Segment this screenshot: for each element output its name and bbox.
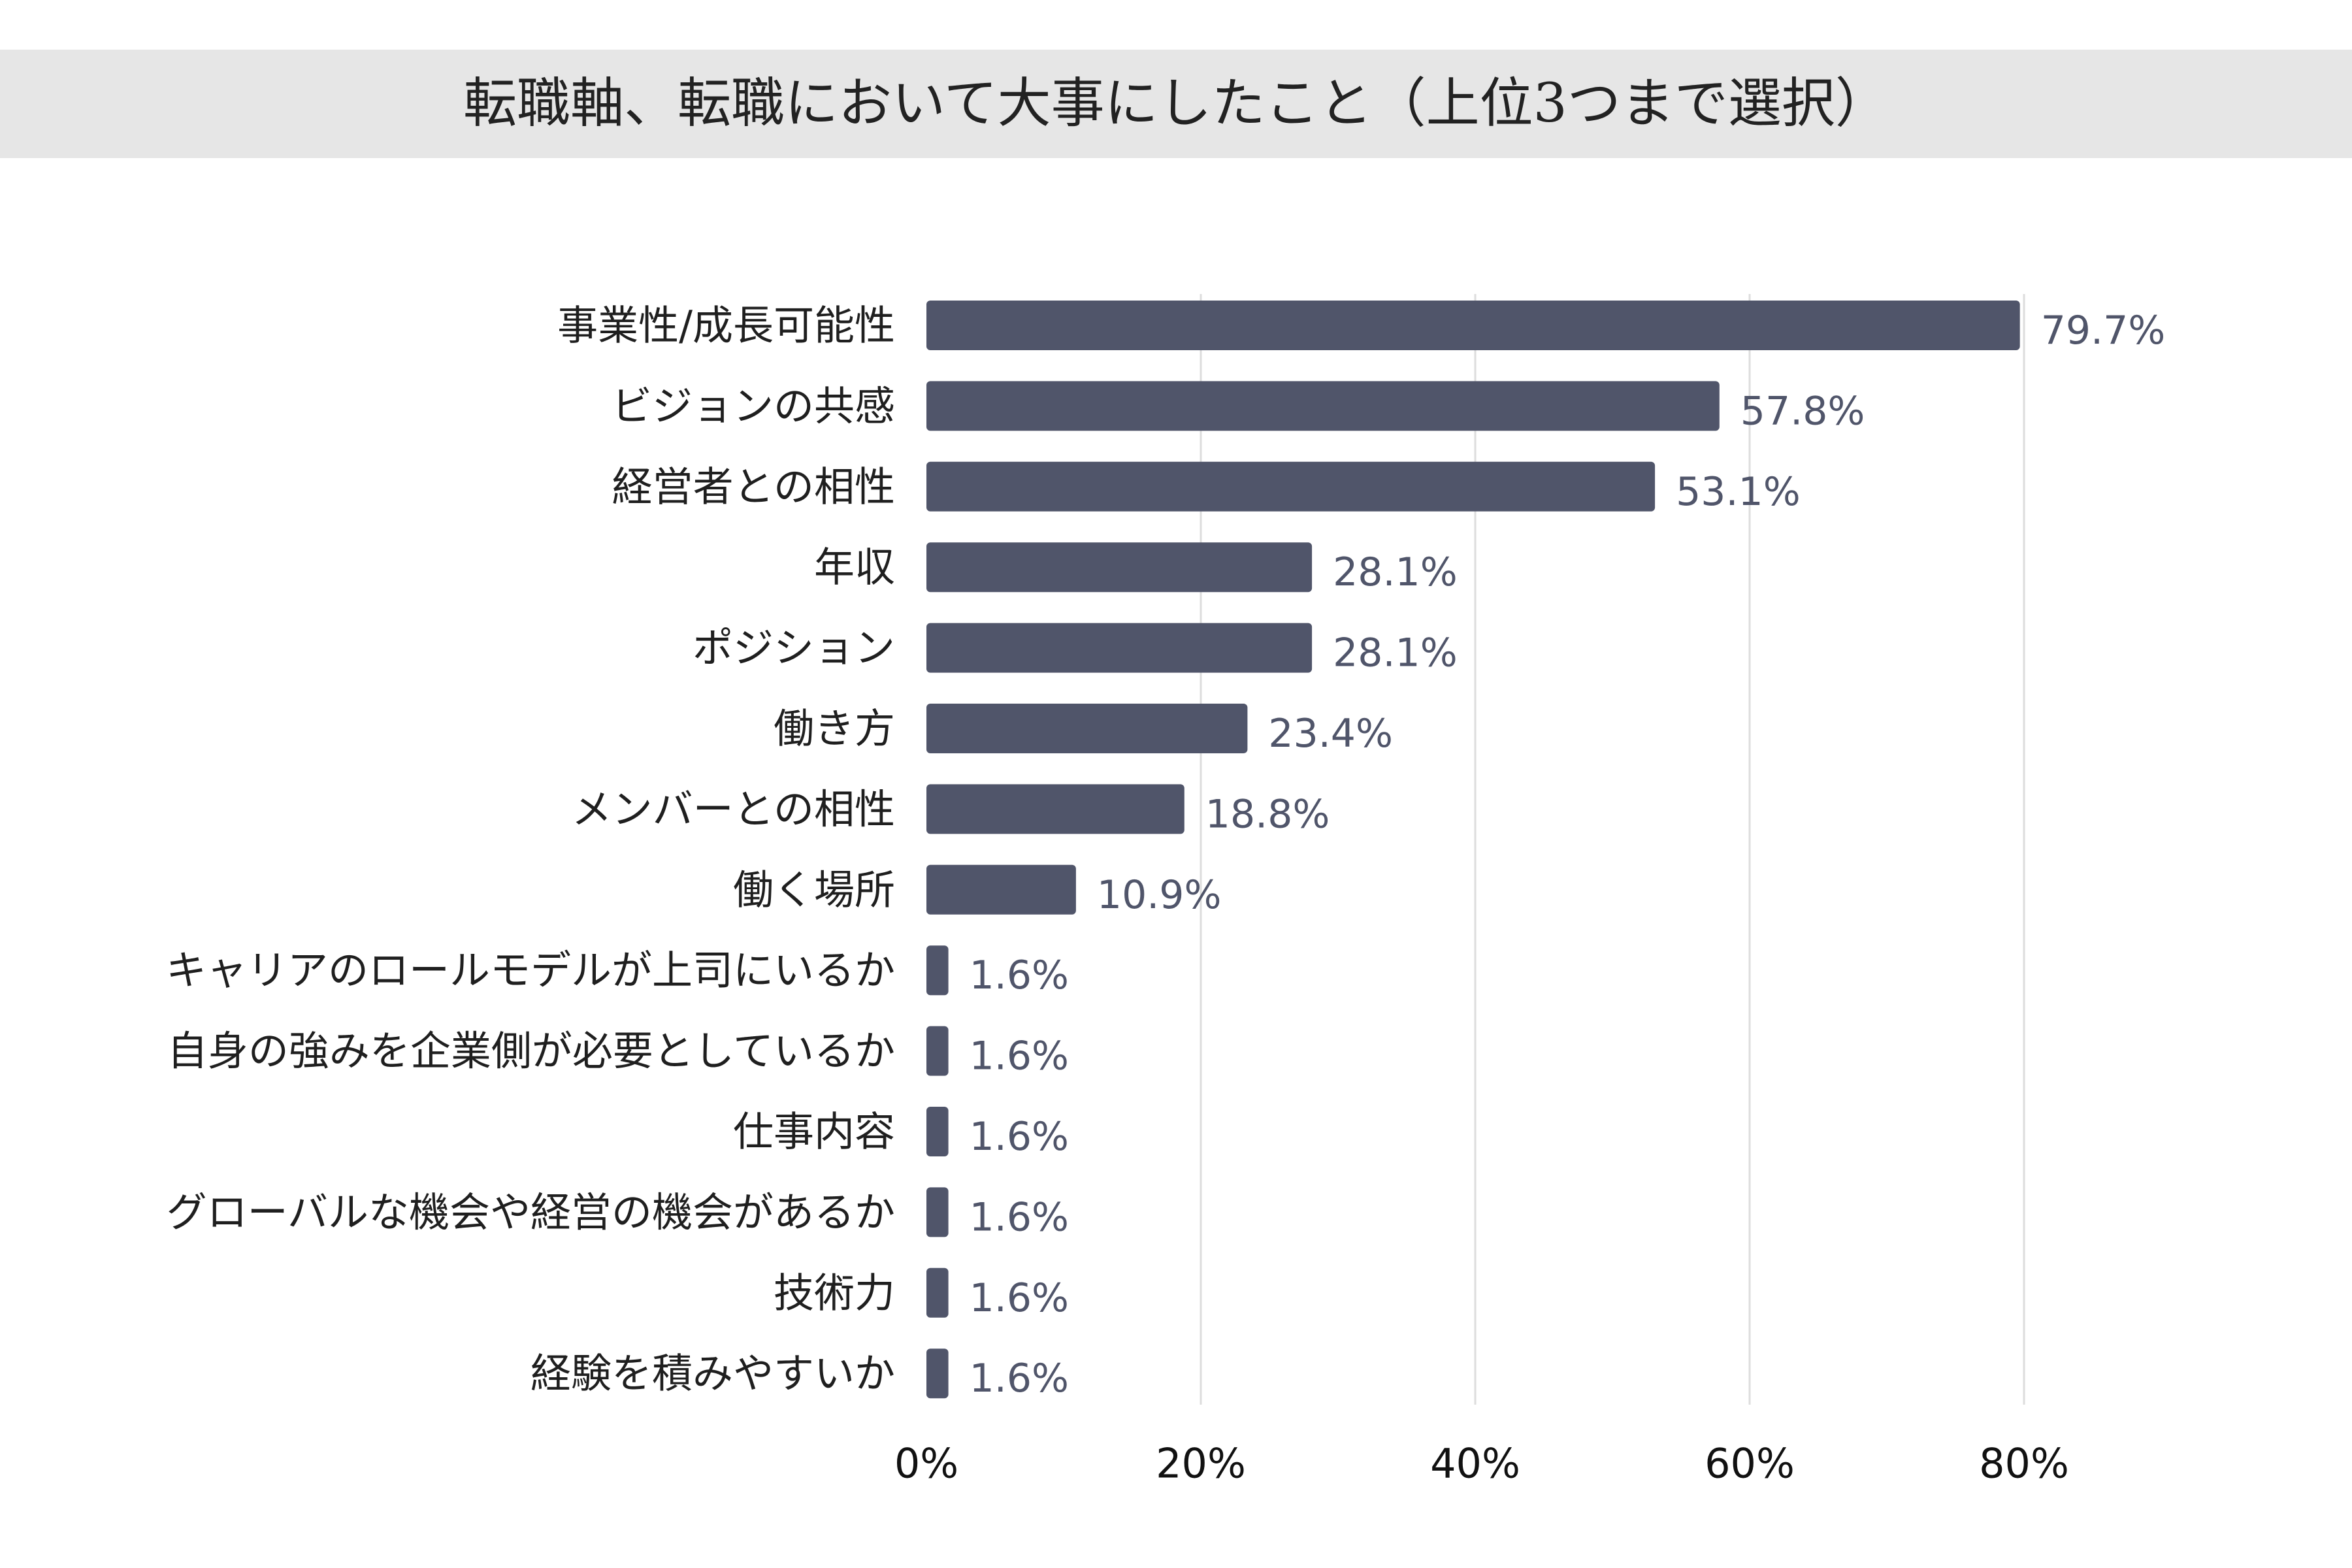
bar-9	[926, 1026, 949, 1076]
value-label-13: 1.6%	[970, 1356, 1069, 1401]
category-label-4: ポジション	[693, 624, 895, 672]
x-tick-label-40: 40%	[1430, 1440, 1520, 1488]
value-label-3: 28.1%	[1333, 549, 1458, 595]
x-tick-label-80: 80%	[1979, 1440, 2069, 1488]
category-label-3: 年収	[814, 544, 895, 591]
category-label-0: 事業性/成長可能性	[557, 302, 895, 350]
category-label-13: 経験を積みやすいか	[531, 1350, 895, 1397]
category-label-5: 働き方	[774, 705, 895, 753]
category-label-6: メンバーとの相性	[572, 785, 895, 833]
bar-6	[926, 784, 1184, 834]
value-label-2: 53.1%	[1676, 469, 1801, 515]
bar-13	[926, 1348, 949, 1399]
title-band: 転職軸、転職において大事にしたこと（上位3つまで選択）	[0, 50, 2352, 158]
bar-4	[926, 623, 1313, 673]
category-label-11: グローバルな機会や経営の機会があるか	[167, 1188, 895, 1236]
x-tick-label-0: 0%	[894, 1440, 958, 1488]
bar-1	[926, 381, 1720, 431]
value-label-11: 1.6%	[970, 1194, 1069, 1240]
category-label-9: 自身の強みを企業側が必要としているか	[167, 1027, 895, 1075]
value-label-6: 18.8%	[1205, 791, 1330, 837]
value-label-5: 23.4%	[1268, 711, 1393, 757]
category-label-8: キャリアのロールモデルが上司にいるか	[166, 947, 895, 994]
bar-0	[926, 301, 2020, 350]
bar-8	[926, 945, 949, 996]
value-label-10: 1.6%	[970, 1114, 1069, 1160]
x-tick-label-20: 20%	[1156, 1440, 1246, 1488]
value-label-12: 1.6%	[970, 1275, 1069, 1321]
value-label-7: 10.9%	[1097, 872, 1222, 918]
value-label-8: 1.6%	[970, 953, 1069, 998]
category-label-2: 経営者との相性	[612, 463, 895, 510]
value-label-9: 1.6%	[970, 1034, 1069, 1079]
bar-7	[926, 864, 1076, 915]
category-label-1: ビジョンの共感	[612, 382, 895, 430]
bar-12	[926, 1267, 949, 1318]
chart-title: 転職軸、転職において大事にしたこと（上位3つまで選択）	[463, 73, 1889, 135]
bar-5	[926, 704, 1248, 753]
value-label-1: 57.8%	[1740, 388, 1865, 434]
value-label-4: 28.1%	[1333, 630, 1458, 676]
x-tick-label-60: 60%	[1705, 1440, 1795, 1488]
category-label-7: 働く場所	[733, 866, 895, 913]
value-label-0: 79.7%	[2041, 308, 2166, 353]
bar-2	[926, 461, 1656, 512]
bar-3	[926, 542, 1313, 593]
category-label-12: 技術力	[774, 1269, 895, 1316]
category-label-10: 仕事内容	[733, 1108, 895, 1156]
bar-11	[926, 1187, 949, 1237]
bar-10	[926, 1107, 949, 1156]
